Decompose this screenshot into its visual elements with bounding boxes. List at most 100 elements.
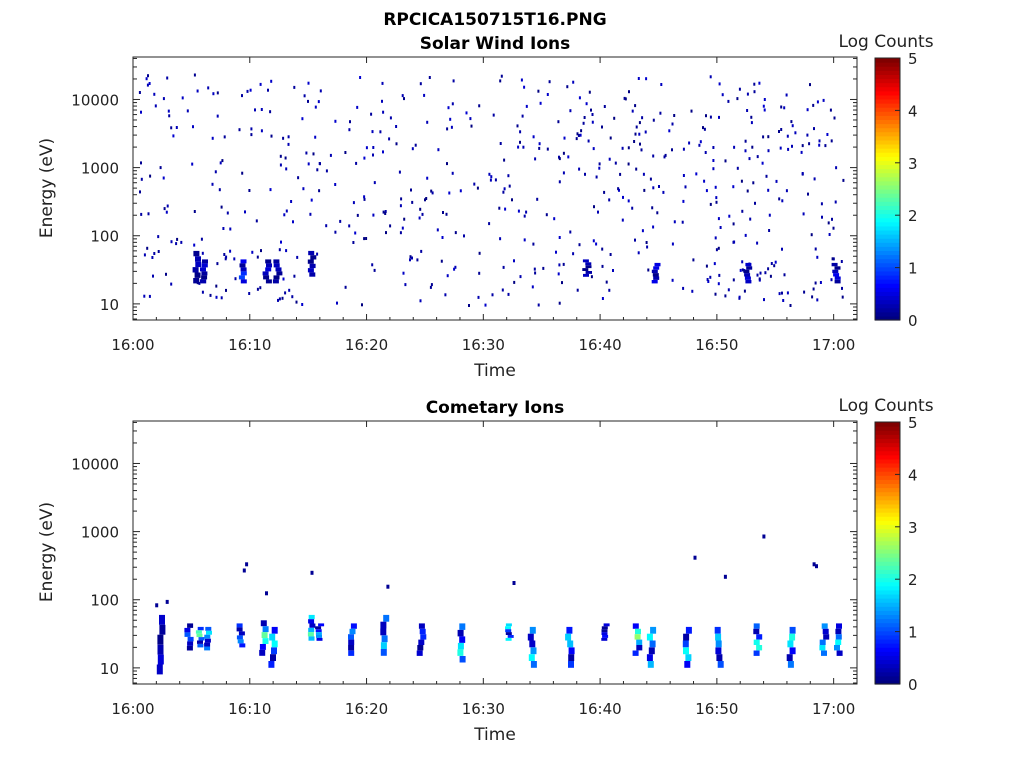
data-point [709,75,712,79]
data-point [241,171,244,175]
data-point [644,130,647,134]
data-point [459,189,462,193]
data-cell [348,650,355,656]
data-point [449,117,452,121]
data-point [818,143,821,147]
data-cell [186,646,193,651]
data-point [491,293,494,297]
data-point [558,301,561,305]
data-point [841,295,844,299]
data-point [218,188,221,192]
data-point [801,144,804,148]
data-point [207,86,210,90]
data-cell [505,623,512,627]
data-cell [315,626,322,630]
data-point [733,145,736,149]
data-point [538,142,541,146]
data-point [750,115,753,119]
x-tick-label: 17:00 [812,700,855,718]
data-point [419,82,422,86]
data-cell [685,654,692,661]
data-point [756,155,759,159]
data-cell [271,640,278,648]
data-cell [238,631,245,636]
data-point [280,240,282,244]
x-tick-label: 16:00 [111,336,154,354]
data-cell [753,623,760,629]
data-point [166,76,169,80]
data-point [671,148,673,152]
data-point [309,212,312,216]
data-point [372,153,374,157]
data-point [782,299,785,302]
y-tick-label: 100 [90,228,119,246]
data-point [702,126,704,130]
data-point [450,125,453,129]
data-cell [529,626,536,634]
data-point [579,133,582,137]
data-point [744,139,747,143]
data-point [641,229,644,233]
data-cell [266,263,272,268]
data-point [563,136,566,140]
data-point [285,249,288,253]
data-point [336,301,338,305]
x-tick-label: 16:50 [695,336,738,354]
data-point [147,212,150,216]
data-point [621,146,624,150]
data-point [778,197,781,201]
data-point [517,209,520,213]
data-point [815,564,818,569]
data-point [773,264,776,268]
data-cell [650,626,657,634]
data-point [477,295,480,299]
data-point [810,233,813,237]
data-point [609,136,612,140]
data-cell [236,635,243,640]
data-point [822,98,825,102]
data-point [175,242,178,246]
data-point [211,136,214,140]
data-cell [381,635,388,643]
data-point [646,245,649,249]
data-point [140,177,143,181]
data-point [807,192,809,196]
data-point [627,199,630,203]
data-point [411,200,414,204]
data-point [517,145,520,149]
data-point [310,198,313,202]
data-point [751,145,754,149]
data-point [319,89,322,93]
data-point [765,174,768,178]
data-point [656,211,659,215]
data-cell [195,261,202,268]
data-point [296,255,299,259]
data-point [251,250,254,254]
data-point [692,258,695,262]
data-cell [715,647,722,655]
data-point [426,120,429,124]
data-point [513,259,515,263]
data-cell [745,280,752,284]
data-cell [636,639,643,645]
data-point [525,210,528,214]
data-point [539,101,542,105]
data-cell [308,636,315,641]
data-point [724,294,727,298]
data-cell [835,639,842,645]
data-point [690,109,693,113]
data-point [709,115,712,119]
data-point [525,104,528,108]
data-point [813,127,815,131]
data-cell [418,623,425,629]
data-point [832,226,835,230]
data-cell [530,661,537,668]
data-point [348,224,351,228]
data-point [519,130,522,134]
data-point [293,85,296,89]
data-point [193,73,196,77]
data-cell [195,630,202,634]
data-point [148,294,151,298]
data-point [363,197,366,201]
data-point [739,268,742,272]
